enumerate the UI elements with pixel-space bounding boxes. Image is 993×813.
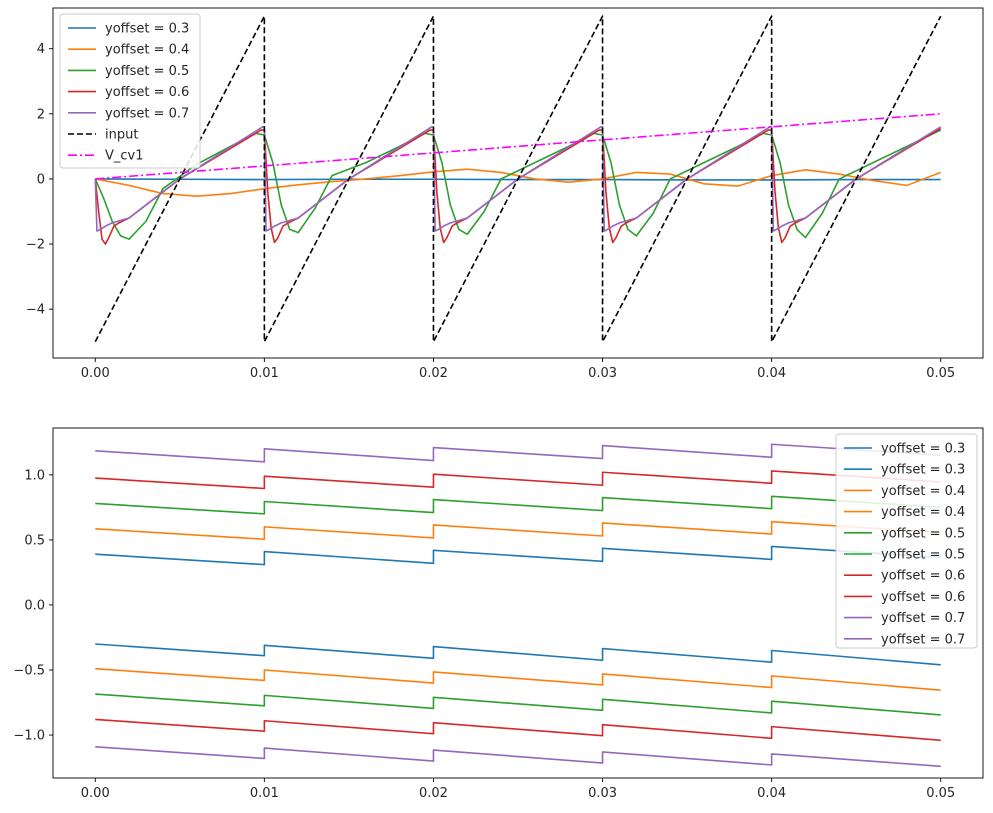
series-line-8 xyxy=(95,718,941,742)
y-tick-label: −4 xyxy=(26,303,45,318)
y-tick-label: 0.5 xyxy=(24,533,45,548)
legend-label: yoffset = 0.4 xyxy=(881,484,965,499)
legend-label: yoffset = 0.3 xyxy=(881,442,965,457)
legend-label: yoffset = 0.5 xyxy=(105,64,189,79)
legend-label: yoffset = 0.3 xyxy=(105,22,189,37)
y-tick-label: −2 xyxy=(26,238,45,253)
x-tick-label: 0.05 xyxy=(926,786,955,801)
x-tick-label: 0.02 xyxy=(419,786,448,801)
series-line-2 xyxy=(95,168,942,197)
y-tick-label: −0.5 xyxy=(13,664,45,679)
x-tick-label: 0.04 xyxy=(757,786,786,801)
series-line-10 xyxy=(95,745,941,768)
series-line-7 xyxy=(95,470,941,490)
legend-label: yoffset = 0.5 xyxy=(881,526,965,541)
chart-2: 0.00 0.01 0.02 0.03 0.04 0.05 −1.0 −0.5 0.0 0.5 1.… xyxy=(13,427,984,801)
x-tick-label: 0.00 xyxy=(81,366,110,381)
legend-label: V_cv1 xyxy=(105,149,144,164)
y-tick-label: 0 xyxy=(37,172,45,187)
legend-label: yoffset = 0.7 xyxy=(881,611,965,626)
legend-label: yoffset = 0.7 xyxy=(105,106,189,121)
series-line-1 xyxy=(95,545,941,566)
series-line-9 xyxy=(95,443,941,463)
series-line-7 xyxy=(95,113,941,180)
series-line-5 xyxy=(94,126,942,232)
axes-frame xyxy=(52,7,984,359)
legend: yoffset = 0.3 yoffset = 0.3 yoffset = 0.4 y… xyxy=(835,433,978,649)
legend-frame xyxy=(835,433,978,649)
x-tick-label: 0.05 xyxy=(926,366,955,381)
legend-label: yoffset = 0.6 xyxy=(881,590,965,605)
y-tick-label: 1.0 xyxy=(24,468,45,483)
x-tick-label: 0.01 xyxy=(250,786,279,801)
series-group xyxy=(94,15,942,343)
x-tick-label: 0.02 xyxy=(419,366,448,381)
x-tick-label: 0.03 xyxy=(588,786,617,801)
x-tick-label: 0.00 xyxy=(81,786,110,801)
series-line-5 xyxy=(95,495,941,515)
legend-label: input xyxy=(105,128,138,143)
series-line-3 xyxy=(95,520,941,541)
x-tick-label: 0.04 xyxy=(757,366,786,381)
y-tick-label: 0.0 xyxy=(24,598,45,613)
x-tick-label: 0.03 xyxy=(588,366,617,381)
legend-label: yoffset = 0.5 xyxy=(881,548,965,563)
legend-label: yoffset = 0.4 xyxy=(105,43,189,58)
series-line-6 xyxy=(95,693,941,716)
axes-frame xyxy=(52,427,984,779)
legend-label: yoffset = 0.4 xyxy=(881,505,965,520)
legend-label: yoffset = 0.6 xyxy=(881,569,965,584)
series-line-2 xyxy=(95,643,941,666)
chart-1: 0.00 0.01 0.02 0.03 0.04 0.05 −4 −2 0 2 4 yoffset =… xyxy=(26,7,984,381)
series-line-6 xyxy=(94,15,942,343)
series-line-3 xyxy=(94,129,942,240)
legend-frame xyxy=(59,13,201,169)
y-tick-label: 4 xyxy=(37,42,45,57)
series-group xyxy=(95,443,941,768)
series-line-4 xyxy=(95,667,941,691)
legend: yoffset = 0.3 yoffset = 0.4 yoffset = 0.5 y… xyxy=(59,13,201,169)
legend-label: yoffset = 0.7 xyxy=(881,632,965,647)
legend-label: yoffset = 0.6 xyxy=(105,85,189,100)
legend-label: yoffset = 0.3 xyxy=(881,463,965,478)
x-tick-label: 0.01 xyxy=(250,366,279,381)
y-tick-label: 2 xyxy=(37,107,45,122)
y-tick-label: −1.0 xyxy=(13,729,45,744)
